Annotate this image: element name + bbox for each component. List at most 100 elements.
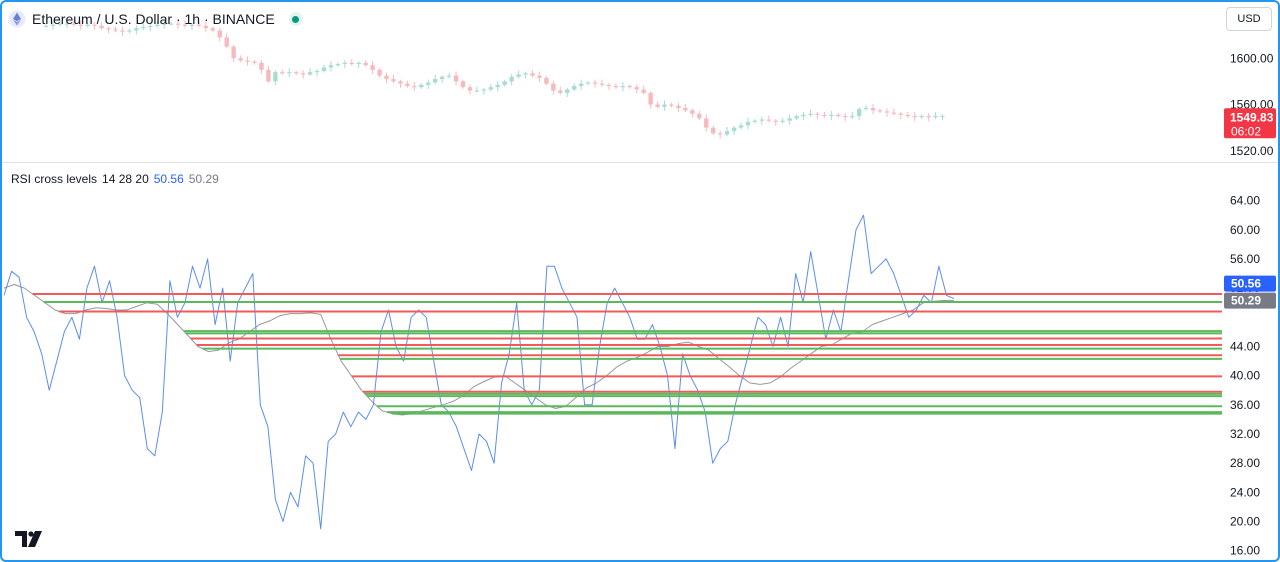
price-axis-tick: 1560.00: [1230, 98, 1274, 112]
rsi-axis-tick: 60.00: [1230, 223, 1260, 237]
ma-value-badge: [1224, 292, 1276, 309]
candle: [565, 89, 570, 93]
candle: [926, 116, 931, 118]
countdown-label: 06:02: [1231, 124, 1261, 138]
candle: [78, 24, 83, 26]
symbol-header[interactable]: Ethereum / U.S. Dollar · 1h · BINANCE: [8, 8, 303, 30]
candle: [148, 25, 153, 28]
candle: [349, 62, 354, 65]
candle: [877, 110, 883, 112]
candle: [592, 82, 598, 84]
candle: [356, 62, 361, 65]
candle: [724, 131, 730, 135]
candle: [801, 114, 806, 117]
indicator-legend[interactable]: RSI cross levels 14 28 20 50.56 50.29: [11, 172, 219, 186]
candle: [453, 75, 459, 82]
indicator-params: 14 28 20: [102, 172, 149, 186]
candle: [898, 113, 904, 115]
candle: [189, 24, 195, 26]
candle: [599, 83, 605, 85]
candle: [578, 83, 584, 86]
candle: [314, 70, 320, 73]
candle: [641, 89, 646, 93]
candle: [759, 119, 765, 121]
candle: [106, 28, 111, 30]
candle: [516, 74, 521, 77]
candle: [460, 81, 466, 88]
pane-divider[interactable]: [2, 162, 1278, 163]
candle: [752, 120, 758, 122]
indicator-value-ma: 50.29: [188, 172, 219, 186]
candle: [300, 73, 306, 75]
currency-button[interactable]: USD: [1226, 7, 1272, 31]
indicator-name[interactable]: RSI cross levels: [11, 172, 98, 186]
candle: [224, 37, 229, 47]
candle: [134, 28, 139, 31]
candle: [794, 116, 799, 119]
candle: [620, 86, 626, 88]
rsi-axis-tick: 20.00: [1230, 515, 1260, 529]
candle: [210, 28, 215, 31]
candle: [287, 72, 292, 74]
candle: [203, 25, 209, 29]
candle: [745, 121, 751, 126]
candle: [585, 82, 591, 84]
indicator-value-rsi: 50.56: [153, 172, 184, 186]
candle: [266, 69, 271, 82]
candle: [495, 84, 500, 88]
candle: [231, 46, 236, 59]
candle: [940, 116, 945, 118]
candle: [488, 87, 493, 90]
candle: [321, 67, 327, 71]
rsi-axis-tick: 24.00: [1230, 485, 1260, 499]
candle: [426, 82, 431, 85]
rsi-axis-tick: 36.00: [1230, 398, 1260, 412]
candle: [606, 84, 612, 86]
candle: [398, 81, 403, 84]
candle: [683, 107, 688, 111]
candle: [259, 62, 264, 70]
price-axis-tick: 1520.00: [1230, 144, 1274, 158]
candle: [57, 23, 63, 25]
rsi-value-badge: [1224, 275, 1276, 292]
rsi-axis-tick: 44.00: [1230, 339, 1260, 353]
candle: [370, 65, 375, 70]
candle: [669, 104, 674, 106]
candle: [391, 79, 396, 82]
candle: [530, 73, 535, 76]
candle: [717, 133, 723, 135]
candle: [544, 77, 549, 84]
candle: [92, 24, 97, 26]
candle: [836, 114, 841, 117]
symbol-title[interactable]: Ethereum / U.S. Dollar · 1h · BINANCE: [32, 11, 275, 27]
candle: [43, 25, 49, 27]
rsi-axis-tick: 28.00: [1230, 456, 1260, 470]
candle: [307, 72, 313, 75]
candle: [502, 81, 507, 85]
candle: [182, 24, 188, 26]
candle: [891, 112, 897, 114]
candle: [71, 23, 76, 25]
candle: [690, 110, 695, 114]
candle: [766, 119, 771, 121]
candle: [551, 83, 556, 91]
rsi-value-label: 50.56: [1231, 277, 1261, 291]
tradingview-logo-icon[interactable]: [15, 531, 45, 547]
candle: [822, 114, 827, 117]
candle: [738, 125, 744, 128]
candle: [113, 29, 118, 31]
candle: [481, 89, 487, 91]
candle: [509, 76, 514, 82]
candle: [780, 120, 785, 122]
candle: [850, 116, 855, 118]
rsi-axis-tick: 64.00: [1230, 194, 1260, 208]
candle: [843, 116, 848, 118]
candle: [217, 30, 222, 38]
ma-line: [3, 284, 955, 416]
candle: [120, 30, 125, 32]
candle: [273, 72, 278, 82]
candle: [405, 83, 410, 86]
candle: [141, 27, 146, 29]
